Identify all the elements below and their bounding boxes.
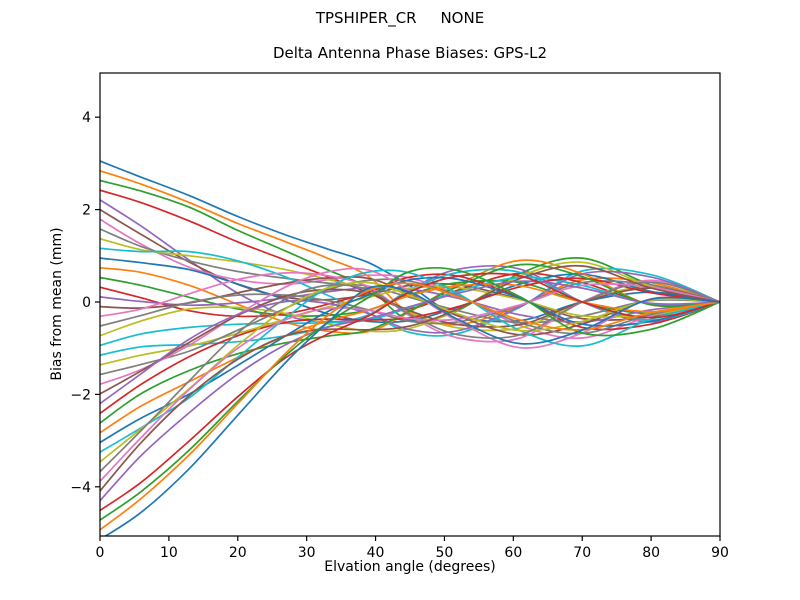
series-line-36 xyxy=(100,280,720,502)
series-line-40 xyxy=(103,285,720,536)
x-tick-label: 10 xyxy=(160,545,178,561)
series-line-37 xyxy=(100,272,720,512)
x-tick-label: 0 xyxy=(96,545,105,561)
chart-title: Delta Antenna Phase Biases: GPS-L2 xyxy=(272,44,548,62)
x-tick-label: 90 xyxy=(711,545,729,561)
y-tick-label: −2 xyxy=(70,387,91,403)
series-line-34 xyxy=(100,283,720,483)
y-tick-label: 4 xyxy=(82,110,91,126)
y-tick-label: −4 xyxy=(70,480,91,496)
figure-suptitle: TPSHIPER_CR NONE xyxy=(315,9,485,27)
x-tick-label: 50 xyxy=(436,545,454,561)
series-line-07 xyxy=(100,218,720,340)
x-tick-label: 80 xyxy=(642,545,660,561)
y-tick-label: 0 xyxy=(82,295,91,311)
axes-frame xyxy=(99,72,721,537)
x-tick-label: 40 xyxy=(367,545,385,561)
x-axis-ticks: 0 10 20 30 40 50 60 70 80 90 xyxy=(96,536,729,561)
x-tick-label: 70 xyxy=(573,545,591,561)
series-line-38 xyxy=(100,266,720,521)
y-tick-label: 2 xyxy=(82,203,91,219)
series-line-26 xyxy=(100,270,720,405)
y-axis-label: Bias from mean (mm) xyxy=(49,227,65,381)
series-line-19 xyxy=(100,261,720,337)
series-line-06 xyxy=(100,208,720,321)
series-line-03 xyxy=(100,179,720,323)
series-line-28 xyxy=(100,263,720,424)
series-line-31 xyxy=(100,269,720,453)
x-tick-label: 30 xyxy=(298,545,316,561)
x-axis-label: Elvation angle (degrees) xyxy=(324,559,496,575)
y-axis-ticks: −4 −2 0 2 4 xyxy=(70,110,100,496)
series-lines xyxy=(100,160,720,536)
series-line-35 xyxy=(100,264,720,492)
x-tick-label: 20 xyxy=(229,545,247,561)
x-tick-label: 60 xyxy=(504,545,522,561)
